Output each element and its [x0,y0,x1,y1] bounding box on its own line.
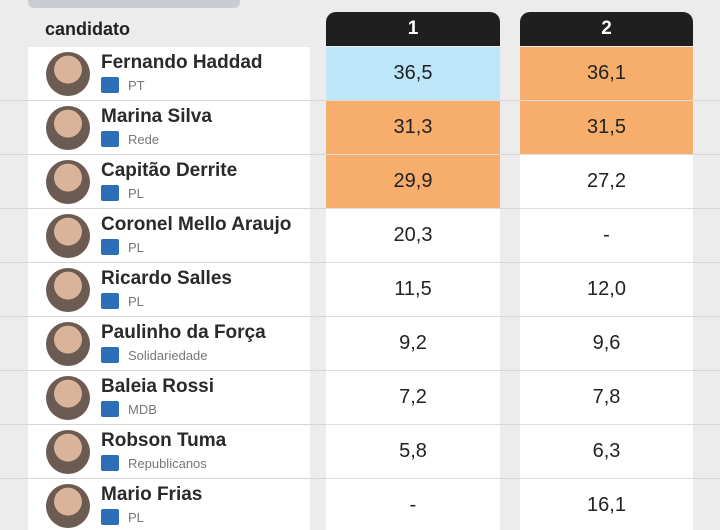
party-icon [101,293,119,309]
avatar [46,430,90,474]
party-name: PT [128,78,145,93]
party-icon [101,185,119,201]
party-name: MDB [128,402,157,417]
party-icon [101,77,119,93]
value-cell: 27,2 [520,155,693,209]
value-cell: 20,3 [326,209,500,263]
avatar [46,484,90,528]
candidate-name: Baleia Rossi [101,376,214,397]
party-name: Solidariedade [128,348,208,363]
party-icon [101,131,119,147]
value-cell: 7,2 [326,371,500,425]
candidate-name: Capitão Derrite [101,160,238,181]
value-cell: 9,6 [520,317,693,371]
value-cell: 5,8 [326,425,500,479]
candidate-name: Mario Frias [101,484,203,505]
value-cell: 6,3 [520,425,693,479]
header-col: 2 [520,12,693,46]
avatar [46,322,90,366]
value-cell: 12,0 [520,263,693,317]
avatar [46,52,90,96]
header-candidate: candidato [45,19,131,39]
value-cell: 29,9 [326,155,500,209]
value-cell: 9,2 [326,317,500,371]
party-icon [101,509,119,525]
avatar [46,160,90,204]
party-name: Rede [128,132,160,147]
avatar [46,106,90,150]
candidate-name: Fernando Haddad [101,52,263,73]
party-icon [101,401,119,417]
candidate-name: Ricardo Salles [101,268,232,289]
avatar [46,376,90,420]
tab [28,0,240,8]
party-icon [101,239,119,255]
party-name: PL [128,186,144,201]
value-cell: - [326,479,500,530]
value-cell: - [520,209,693,263]
value-cell: 36,5 [326,47,500,101]
candidate-name: Coronel Mello Araujo [101,214,292,235]
value-cell: 36,1 [520,47,693,101]
party-icon [101,455,119,471]
avatar [46,268,90,312]
value-cell: 7,8 [520,371,693,425]
party-name: PL [128,294,144,309]
party-name: Republicanos [128,456,207,471]
avatar [46,214,90,258]
candidate-name: Robson Tuma [101,430,227,451]
value-cell: 11,5 [326,263,500,317]
candidate-name: Paulinho da Força [101,322,266,343]
party-name: PL [128,510,144,525]
value-cell: 31,3 [326,101,500,155]
value-cell: 31,5 [520,101,693,155]
candidate-name: Marina Silva [101,106,212,127]
party-icon [101,347,119,363]
value-cell: 16,1 [520,479,693,530]
party-name: PL [128,240,144,255]
header-col: 1 [326,12,500,46]
